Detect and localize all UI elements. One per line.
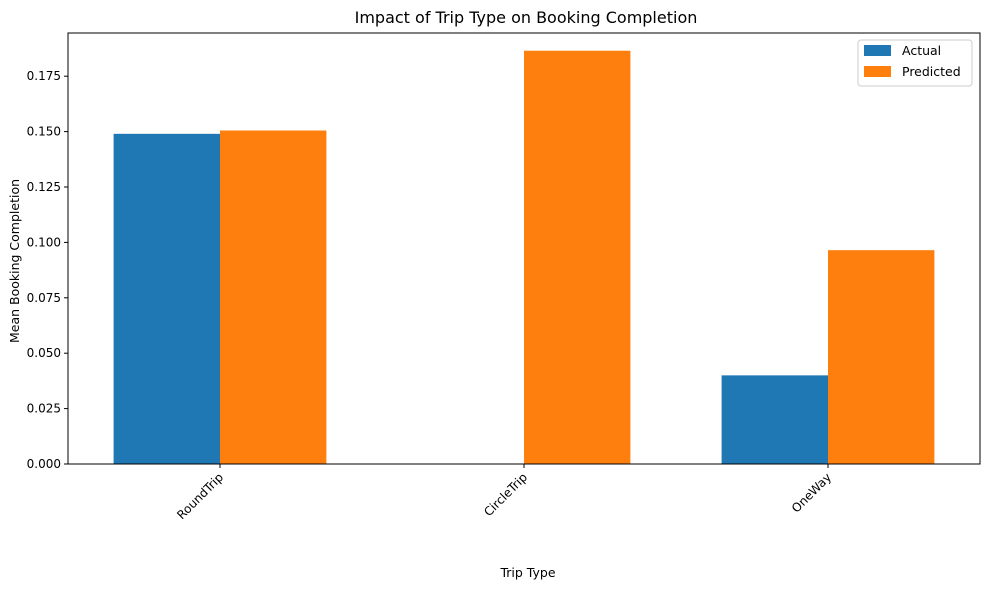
y-tick-label: 0.125 <box>27 180 61 194</box>
y-axis-ticks: 0.000 0.025 0.050 0.075 0.100 0.125 0.150 0.175 <box>27 69 68 471</box>
x-axis-ticks: RoundTrip CircleTrip OneWay <box>174 464 834 522</box>
bar-predicted-roundtrip <box>220 130 327 464</box>
y-tick-label: 0.175 <box>27 69 61 83</box>
y-axis-label: Mean Booking Completion <box>7 179 22 343</box>
y-tick-label: 0.000 <box>27 457 61 471</box>
bar-predicted-oneway <box>828 250 935 464</box>
y-tick-label: 0.050 <box>27 346 61 360</box>
y-tick-label: 0.100 <box>27 235 61 249</box>
plot-frame <box>67 32 981 465</box>
legend-label-predicted: Predicted <box>902 64 961 79</box>
legend-swatch-actual <box>864 45 891 56</box>
legend-swatch-predicted <box>864 66 891 77</box>
y-tick-label: 0.025 <box>27 402 61 416</box>
x-tick-label-roundtrip: RoundTrip <box>174 470 226 522</box>
bar-actual-oneway <box>721 375 828 464</box>
legend: Actual Predicted <box>857 39 973 87</box>
bar-actual-roundtrip <box>113 133 220 464</box>
bars-group <box>113 50 935 464</box>
x-tick-label-circletrip: CircleTrip <box>481 470 530 519</box>
y-tick-label: 0.075 <box>27 291 61 305</box>
x-axis-label: Trip Type <box>499 565 555 580</box>
bar-predicted-circletrip <box>524 50 631 464</box>
chart-title: Impact of Trip Type on Booking Completio… <box>355 8 698 27</box>
x-tick-label-oneway: OneWay <box>789 470 834 515</box>
legend-label-actual: Actual <box>902 43 941 58</box>
y-tick-label: 0.150 <box>27 125 61 139</box>
